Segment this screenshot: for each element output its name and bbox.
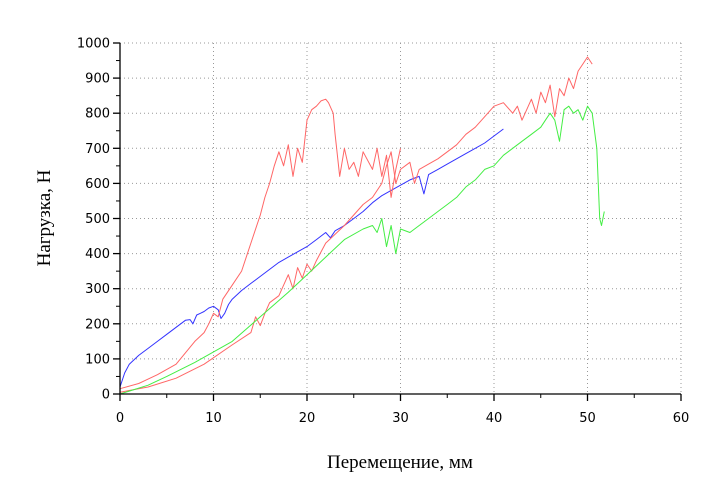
grid <box>120 42 682 394</box>
x-tick-label: 0 <box>116 411 124 426</box>
y-tick-label: 800 <box>85 107 110 122</box>
series-line-3 <box>119 56 593 393</box>
y-tick-label: 500 <box>85 212 110 227</box>
x-tick-label: 50 <box>579 411 596 426</box>
y-tick-label: 1000 <box>77 37 110 52</box>
y-tick-label: 700 <box>85 142 110 157</box>
y-tick-label: 600 <box>85 177 110 192</box>
series-line-4 <box>119 105 605 395</box>
y-axis-title: Нагрузка, Н <box>34 169 55 266</box>
x-tick-label: 30 <box>392 411 409 426</box>
y-tick-label: 100 <box>85 352 110 367</box>
series-line-1 <box>119 128 504 388</box>
y-tick-label: 200 <box>85 317 110 332</box>
y-tick-label: 300 <box>85 282 110 297</box>
x-tick-label: 60 <box>673 411 690 426</box>
ticks: 0 100 200 300 400 500 600 700 800 900 1000 0 10 20 30 4… <box>77 37 689 427</box>
y-tick-label: 0 <box>102 388 110 403</box>
series-line-2 <box>119 98 401 390</box>
x-tick-label: 10 <box>205 411 222 426</box>
x-tick-label: 40 <box>486 411 503 426</box>
x-tick-label: 20 <box>299 411 316 426</box>
series-layer <box>119 56 605 395</box>
y-tick-label: 900 <box>85 72 110 87</box>
x-axis-title: Перемещение, мм <box>327 452 473 473</box>
y-tick-label: 400 <box>85 247 110 262</box>
